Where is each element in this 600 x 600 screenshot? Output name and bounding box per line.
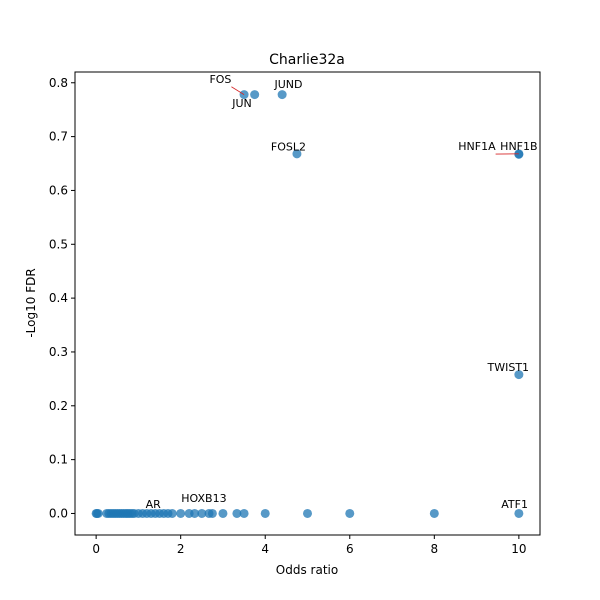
scatter-point-2: [277, 90, 287, 100]
scatter-point-5: [514, 149, 524, 159]
scatter-point-38: [207, 508, 217, 518]
annotation-label-ar: AR: [146, 498, 162, 511]
scatter-point-42: [260, 508, 270, 518]
y-axis: 0.0 0.1 0.2 0.3 0.4 0.5 0.6 0.7 0.8: [49, 76, 75, 520]
annotation-label-fos: FOS: [209, 73, 231, 86]
x-tick-label-4: 4: [261, 542, 269, 556]
plot-frame: [74, 71, 541, 536]
x-tick-label-2: 2: [177, 542, 185, 556]
annotation-label-fosl2: FOSL2: [271, 141, 306, 154]
x-axis: 0 2 4 6 8 10: [92, 535, 527, 556]
y-tick-label-0.0: 0.0: [49, 506, 68, 520]
annotation-label-jun: JUN: [231, 97, 252, 110]
y-tick-label-0.6: 0.6: [49, 183, 68, 197]
annotation-connector-0: [231, 86, 245, 95]
scatter-point-1: [250, 90, 260, 100]
scatter-point-3: [292, 149, 302, 159]
scatter-point-36: [197, 508, 207, 518]
annotation-label-hnf1a: HNF1A: [458, 140, 496, 153]
y-tick-label-0.2: 0.2: [49, 399, 68, 413]
scatter-point-33: [176, 508, 186, 518]
x-tick-label-6: 6: [346, 542, 354, 556]
scatter-point-40: [232, 508, 242, 518]
annotation-label-hnf1b: HNF1B: [500, 140, 537, 153]
scatter-point-39: [218, 508, 228, 518]
annotation-label-twist1: TWIST1: [487, 361, 530, 374]
x-tick-label-0: 0: [92, 542, 100, 556]
y-tick-label-0.8: 0.8: [49, 76, 68, 90]
y-tick-label-0.7: 0.7: [49, 130, 68, 144]
chart-title: Charlie32a: [269, 52, 345, 68]
scatter-point-44: [345, 508, 355, 518]
scatter-point-46: [514, 508, 524, 518]
y-tick-label-0.1: 0.1: [49, 453, 68, 467]
scatter-point-41: [239, 508, 249, 518]
scatter-point-43: [303, 508, 312, 518]
points-layer: [91, 90, 524, 518]
scatter-point-45: [429, 508, 439, 518]
y-tick-label-0.3: 0.3: [49, 345, 68, 359]
scatter-point-32: [167, 508, 177, 518]
y-tick-label-0.4: 0.4: [49, 291, 68, 305]
y-tick-label-0.5: 0.5: [49, 237, 68, 251]
scatter-point-6: [514, 370, 524, 380]
annotation-label-hoxb13: HOXB13: [181, 492, 226, 505]
x-axis-label: Odds ratio: [276, 563, 338, 577]
scatter-point-9: [93, 508, 103, 518]
y-axis-label: -Log10 FDR: [24, 268, 38, 337]
x-tick-label-8: 8: [430, 542, 438, 556]
annotation-label-atf1: ATF1: [501, 498, 528, 511]
scatter-point-35: [190, 508, 200, 518]
x-tick-label-10: 10: [511, 542, 526, 556]
annotation-label-jund: JUND: [273, 78, 302, 91]
